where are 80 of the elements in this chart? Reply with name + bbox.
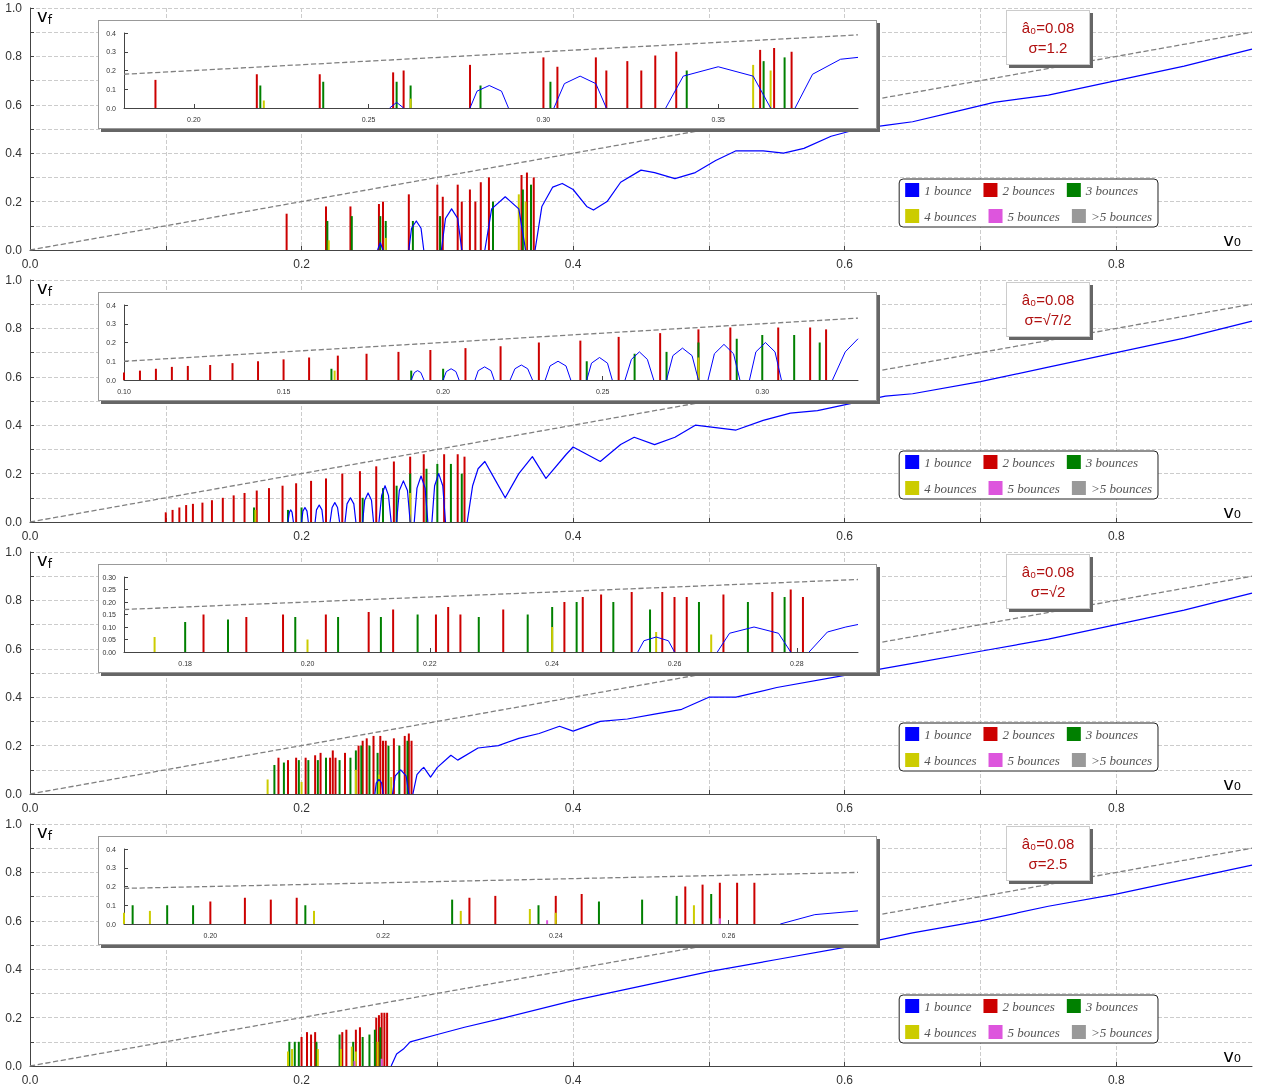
y-tick-label: 0.2 bbox=[5, 194, 23, 209]
annotation: â₀=0.08 bbox=[1020, 563, 1076, 580]
y-tick-label: 0.8 bbox=[5, 865, 23, 880]
x-tick-label: 0.2 bbox=[293, 529, 311, 543]
legend-label: 2 bounces bbox=[1002, 726, 1055, 742]
x-tick-label: 0.4 bbox=[564, 529, 582, 543]
legend-label: 3 bounces bbox=[1084, 726, 1139, 742]
legend-label: 2 bounces bbox=[1002, 182, 1055, 198]
legend-label: 4 bounces bbox=[924, 1024, 977, 1040]
legend-label: 4 bounces bbox=[924, 480, 977, 496]
annotation: σ=2.5 bbox=[1027, 855, 1069, 872]
y-tick-label: 0.2 bbox=[5, 738, 23, 753]
y-tick-label: 0.4 bbox=[5, 962, 23, 977]
legend-label: >5 bounces bbox=[1090, 1024, 1152, 1040]
y-tick-label: 0.8 bbox=[5, 593, 23, 608]
x-tick-label: 0.6 bbox=[836, 529, 854, 543]
x-tick-label: 0.8 bbox=[1107, 801, 1125, 815]
x-tick-label: 0.6 bbox=[836, 257, 854, 271]
legend-label: 4 bounces bbox=[924, 752, 977, 768]
y-tick-label: 0.8 bbox=[5, 49, 23, 64]
annotation: â₀=0.08 bbox=[1020, 291, 1076, 308]
y-tick-label: 0.6 bbox=[5, 369, 23, 384]
x-tick-label: 0.0 bbox=[21, 801, 39, 815]
y-tick-label: 0.2 bbox=[5, 466, 23, 481]
legend-label: >5 bounces bbox=[1090, 208, 1152, 224]
legend-label: 2 bounces bbox=[1002, 454, 1055, 470]
x-tick-label: 0.8 bbox=[1107, 257, 1125, 271]
y-tick-label: 1.0 bbox=[5, 273, 23, 287]
legend-label: 1 bounce bbox=[924, 182, 972, 198]
x-axis-title: v₀ bbox=[1223, 500, 1242, 522]
x-tick-label: 0.6 bbox=[836, 1073, 854, 1087]
annotation: σ=1.2 bbox=[1027, 39, 1069, 56]
x-tick-label: 0.2 bbox=[293, 801, 311, 815]
y-tick-label: 0.4 bbox=[5, 690, 23, 705]
x-tick-label: 0.6 bbox=[836, 801, 854, 815]
x-tick-label: 0.2 bbox=[293, 257, 311, 271]
y-tick-label: 0.6 bbox=[5, 641, 23, 656]
x-tick-label: 0.4 bbox=[564, 801, 582, 815]
y-tick-label: 1.0 bbox=[5, 1, 23, 15]
legend-label: 3 bounces bbox=[1084, 998, 1139, 1014]
legend-label: 3 bounces bbox=[1084, 182, 1139, 198]
y-tick-label: 0.0 bbox=[5, 515, 23, 529]
y-tick-label: 0.4 bbox=[5, 146, 23, 161]
x-tick-label: 0.2 bbox=[293, 1073, 311, 1087]
legend-label: 1 bounce bbox=[924, 454, 972, 470]
legend-label: 5 bounces bbox=[1007, 208, 1060, 224]
legend-label: >5 bounces bbox=[1090, 752, 1152, 768]
legend-label: 1 bounce bbox=[924, 998, 972, 1014]
x-tick-label: 0.8 bbox=[1107, 1073, 1125, 1087]
legend-label: >5 bounces bbox=[1090, 480, 1152, 496]
y-tick-label: 1.0 bbox=[5, 545, 23, 559]
x-tick-label: 0.8 bbox=[1107, 529, 1125, 543]
legend-label: 5 bounces bbox=[1007, 480, 1060, 496]
x-tick-label: 0.4 bbox=[564, 257, 582, 271]
y-tick-label: 0.0 bbox=[5, 787, 23, 801]
x-axis-title: v₀ bbox=[1223, 1044, 1242, 1066]
legend-label: 1 bounce bbox=[924, 726, 972, 742]
y-tick-label: 0.2 bbox=[5, 1010, 23, 1025]
legend-label: 4 bounces bbox=[924, 208, 977, 224]
y-tick-label: 0.4 bbox=[5, 418, 23, 433]
y-tick-label: 0.0 bbox=[5, 243, 23, 257]
y-tick-label: 0.6 bbox=[5, 913, 23, 928]
y-tick-label: 1.0 bbox=[5, 817, 23, 831]
y-tick-label: 0.8 bbox=[5, 321, 23, 336]
legend-label: 2 bounces bbox=[1002, 998, 1055, 1014]
x-tick-label: 0.0 bbox=[21, 529, 39, 543]
y-tick-label: 0.6 bbox=[5, 97, 23, 112]
annotation: â₀=0.08 bbox=[1020, 19, 1076, 36]
legend-label: 5 bounces bbox=[1007, 1024, 1060, 1040]
annotation: â₀=0.08 bbox=[1020, 835, 1076, 852]
x-axis-title: v₀ bbox=[1223, 772, 1242, 794]
x-axis-title: v₀ bbox=[1223, 228, 1242, 250]
annotation: σ=√7/2 bbox=[1023, 311, 1073, 328]
y-tick-label: 0.0 bbox=[5, 1059, 23, 1073]
x-tick-label: 0.4 bbox=[564, 1073, 582, 1087]
annotation: σ=√2 bbox=[1029, 583, 1067, 600]
legend-label: 5 bounces bbox=[1007, 752, 1060, 768]
x-tick-label: 0.0 bbox=[21, 1073, 39, 1087]
legend-label: 3 bounces bbox=[1084, 454, 1139, 470]
x-tick-label: 0.0 bbox=[21, 257, 39, 271]
